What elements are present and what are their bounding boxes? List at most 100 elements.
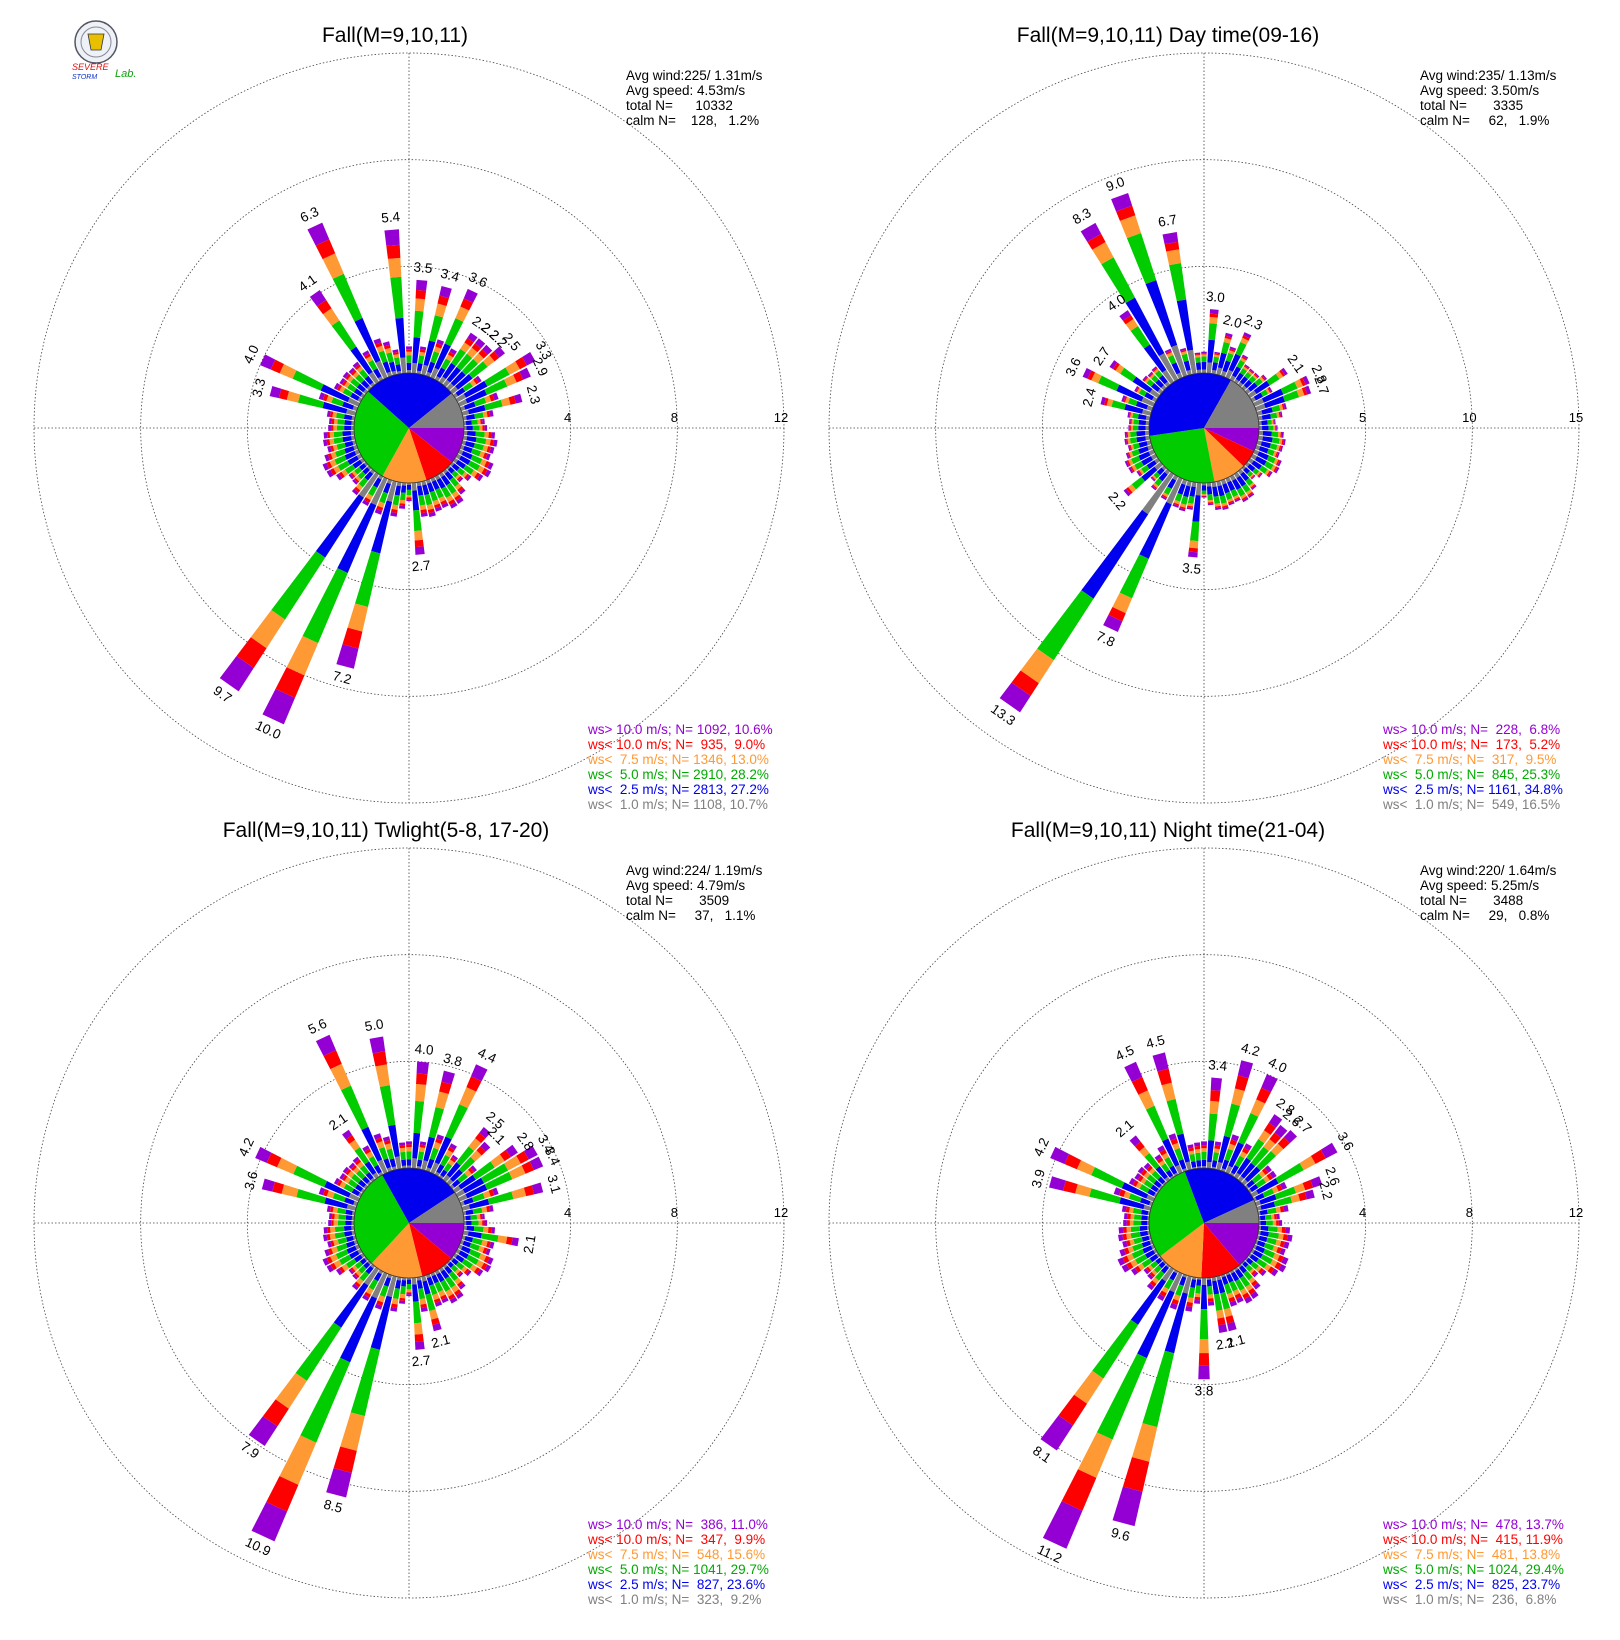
panel-title: Fall(M=9,10,11) Twlight(5-8, 17-20) [223, 819, 550, 842]
bar-segment [1173, 1294, 1181, 1301]
bar-segment [1212, 362, 1218, 371]
bar-segment [377, 1159, 388, 1175]
stat-avg-wind: Avg wind:235/ 1.13m/s [1420, 68, 1557, 83]
bar-segment [450, 1157, 457, 1163]
bar-segment [1296, 388, 1305, 398]
bar-segment [1126, 1240, 1131, 1247]
bar-segment [449, 1184, 455, 1190]
bar-segment [1298, 1191, 1307, 1202]
bar-segment [300, 1357, 351, 1443]
bar-segment [386, 1275, 397, 1298]
bar-segment [440, 474, 451, 486]
bar-segment [341, 469, 349, 477]
bar-segment [519, 367, 531, 380]
bar-segment [336, 1243, 348, 1252]
bar-segment [1173, 502, 1180, 506]
bar-segment [367, 1260, 372, 1265]
bar-segment [349, 1139, 360, 1151]
bar-segment [1260, 1225, 1269, 1231]
bar-segment [1133, 1237, 1143, 1245]
bar-segment [449, 1169, 463, 1183]
bar-segment [1151, 1170, 1161, 1180]
bar-segment [449, 348, 457, 355]
bar-segment [1207, 499, 1214, 503]
bar-segment [486, 446, 492, 453]
bar-segment [1290, 1194, 1301, 1203]
bar-segment [1164, 241, 1180, 252]
bar-segment [427, 482, 435, 493]
bar-segment [1185, 1161, 1192, 1171]
bar-value-label: 3.5 [413, 259, 433, 276]
bar-segment [423, 340, 436, 367]
bar-segment [360, 392, 366, 399]
bar-segment [406, 499, 412, 502]
bar-value-label: 3.4 [1208, 1057, 1228, 1074]
bar-segment [1150, 1260, 1159, 1269]
bar-segment [418, 1147, 426, 1153]
bar-segment [1118, 1234, 1124, 1242]
bar-segment [493, 346, 506, 358]
bar-segment [461, 1258, 473, 1269]
bar-segment [455, 1189, 466, 1198]
bar-segment [412, 1132, 421, 1159]
bar-segment [382, 341, 390, 347]
bar-segment [444, 318, 464, 347]
bar-segment [388, 361, 396, 372]
bar-segment [400, 1286, 406, 1295]
bar-segment [1244, 372, 1252, 380]
speed-class-pie [353, 1167, 465, 1279]
bar-segment [1178, 1159, 1187, 1170]
bar-segment [451, 1258, 459, 1266]
bar-segment [488, 432, 492, 439]
bar-segment [1152, 482, 1159, 489]
bar-segment [480, 1262, 488, 1271]
bar-segment [399, 1145, 406, 1149]
bar-segment [461, 471, 468, 478]
bar-segment [333, 465, 341, 474]
bar-segment [1277, 1226, 1283, 1233]
bar-segment [1188, 1147, 1194, 1152]
bar-segment [322, 1257, 330, 1266]
bar-segment [484, 367, 510, 387]
bar-segment [440, 1294, 448, 1300]
bar-segment [342, 401, 355, 410]
bar-segment [462, 415, 467, 421]
bar-segment [1236, 487, 1246, 497]
bar-value-label: 3.6 [466, 269, 489, 291]
bar-segment [1165, 1263, 1171, 1269]
bar-segment [469, 1243, 480, 1252]
bar-segment [1080, 222, 1102, 242]
bar-segment [339, 385, 346, 393]
bar-segment [476, 1146, 486, 1156]
bar-segment [1194, 1293, 1201, 1298]
bar-segment [1266, 373, 1280, 386]
pie-outline [1148, 372, 1260, 484]
bar-segment [351, 1225, 355, 1231]
bar-segment [1231, 1088, 1245, 1106]
bar-segment [352, 1166, 360, 1174]
bar-segment [358, 471, 380, 498]
bar-segment [1042, 1501, 1083, 1549]
bar-segment [1143, 1268, 1150, 1275]
bar-segment [1139, 501, 1172, 559]
bar-segment [1216, 1161, 1223, 1171]
bar-segment [1182, 1275, 1192, 1294]
bar-segment [1228, 353, 1241, 372]
bar-segment [1170, 1138, 1179, 1145]
bar-segment [353, 1254, 363, 1263]
bar-segment [1154, 370, 1163, 379]
bar-segment [1162, 492, 1169, 498]
bar-segment [459, 455, 471, 465]
bar-segment [1145, 1249, 1156, 1259]
bar-segment [331, 1213, 335, 1220]
bar-segment [1243, 365, 1249, 370]
bar-segment [1192, 495, 1201, 522]
bar-segment [1235, 1268, 1244, 1279]
bar-segment [451, 1154, 458, 1161]
bar-segment [1273, 419, 1275, 425]
bar-segment [358, 477, 369, 488]
bar-segment [394, 485, 401, 496]
bar-segment [1201, 369, 1207, 374]
bar-segment [318, 392, 326, 401]
bar-segment [401, 482, 407, 486]
